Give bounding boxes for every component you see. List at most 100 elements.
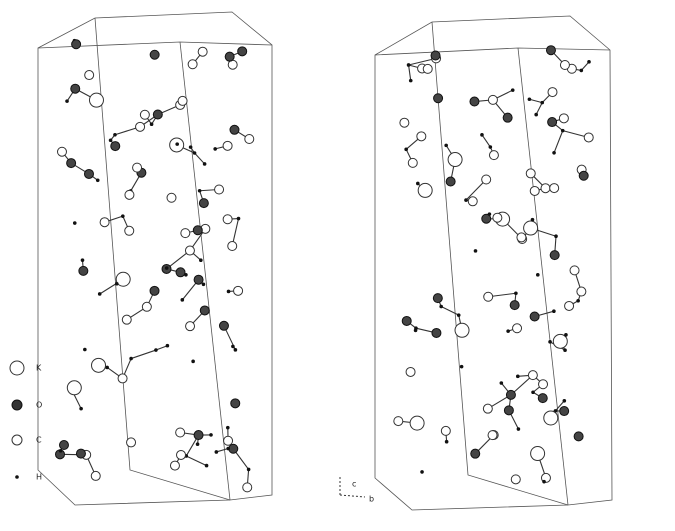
legend-c: [12, 435, 22, 445]
atom-o: [194, 275, 203, 284]
crystal-structure-figure: K O C H c b: [0, 0, 675, 531]
atom-o: [550, 251, 559, 260]
unit-cells: [38, 12, 612, 510]
atom-o: [402, 316, 411, 325]
atom-o: [111, 142, 120, 151]
atom-o: [546, 46, 555, 55]
atom-o: [229, 444, 238, 453]
atom-c: [539, 380, 548, 389]
atom-h: [528, 97, 532, 101]
atom-h: [474, 249, 478, 253]
bond: [536, 103, 542, 115]
atom-h: [198, 189, 202, 193]
atom-h: [226, 426, 230, 430]
atom-h: [480, 133, 484, 137]
atom-c: [482, 175, 491, 184]
atom-o: [238, 47, 247, 56]
atom-h: [184, 273, 188, 277]
atom-c: [493, 213, 502, 222]
bond: [482, 135, 490, 147]
atoms: [56, 39, 594, 492]
atom-c: [185, 246, 194, 255]
atom-h: [203, 162, 207, 166]
atom-c: [91, 471, 100, 480]
atom-c: [577, 287, 586, 296]
atom-h: [517, 427, 521, 431]
atom-c: [188, 60, 197, 69]
atom-c: [423, 64, 432, 73]
atom-c: [559, 114, 568, 123]
atom-o: [176, 268, 185, 277]
axis-b: [340, 495, 365, 497]
atom-h: [552, 309, 556, 313]
atom-c: [243, 483, 252, 492]
atom-o: [72, 40, 81, 49]
atom-h: [150, 122, 154, 126]
atom-o: [67, 159, 76, 168]
atom-c: [176, 428, 185, 437]
atom-h: [215, 450, 219, 454]
atom-h: [511, 88, 515, 92]
atom-h: [73, 221, 77, 225]
atom-h: [516, 375, 520, 379]
atom-h: [83, 348, 87, 352]
atom-h: [59, 449, 63, 453]
atom-c: [570, 266, 579, 275]
axis-label: b: [369, 495, 374, 504]
atom-c: [57, 147, 66, 156]
atom-k: [544, 411, 558, 425]
atom-h: [561, 129, 565, 133]
atom-h: [580, 69, 584, 73]
atom-h: [166, 344, 170, 348]
cell-edge: [95, 18, 230, 500]
atom-c: [488, 95, 497, 104]
atom-h: [231, 345, 235, 349]
atom-h: [247, 468, 251, 472]
atom-o: [153, 110, 162, 119]
cell-edge: [432, 22, 568, 505]
atom-c: [167, 193, 176, 202]
atom-h: [121, 214, 125, 218]
atom-h: [181, 298, 185, 302]
atom-h: [514, 291, 518, 295]
atom-o: [71, 84, 80, 93]
axes-indicator: c b: [340, 475, 374, 504]
atom-h: [165, 266, 169, 270]
atom-k: [67, 381, 81, 395]
atom-h: [548, 340, 552, 344]
atom-c: [511, 475, 520, 484]
legend-label: H: [36, 473, 42, 482]
atom-o: [231, 399, 240, 408]
atom-h: [79, 407, 83, 411]
atom-c: [488, 431, 497, 440]
atom-c: [441, 426, 450, 435]
atom-c: [234, 286, 243, 295]
atom-h: [587, 60, 591, 64]
cell-edge: [375, 48, 610, 55]
atom-h: [464, 198, 468, 202]
bond: [156, 346, 167, 350]
atom-c: [530, 186, 539, 195]
atom-h: [534, 113, 538, 117]
atom-o: [434, 94, 443, 103]
atom-c: [484, 292, 493, 301]
atom-o: [471, 449, 480, 458]
legend-k: [10, 361, 24, 375]
atom-k: [448, 153, 462, 167]
atom-k: [524, 221, 538, 235]
atom-h: [552, 151, 556, 155]
atom-c: [125, 190, 134, 199]
atom-c: [408, 158, 417, 167]
atom-c: [223, 215, 232, 224]
atom-h: [500, 381, 504, 385]
atom-c: [142, 302, 151, 311]
atom-h: [457, 313, 461, 317]
atom-c: [406, 367, 415, 376]
atom-o: [150, 50, 159, 59]
atom-h: [189, 145, 193, 149]
atom-o: [574, 432, 583, 441]
atom-o: [530, 312, 539, 321]
atom-h: [196, 442, 200, 446]
atom-o: [219, 321, 228, 330]
atom-h: [439, 305, 443, 309]
